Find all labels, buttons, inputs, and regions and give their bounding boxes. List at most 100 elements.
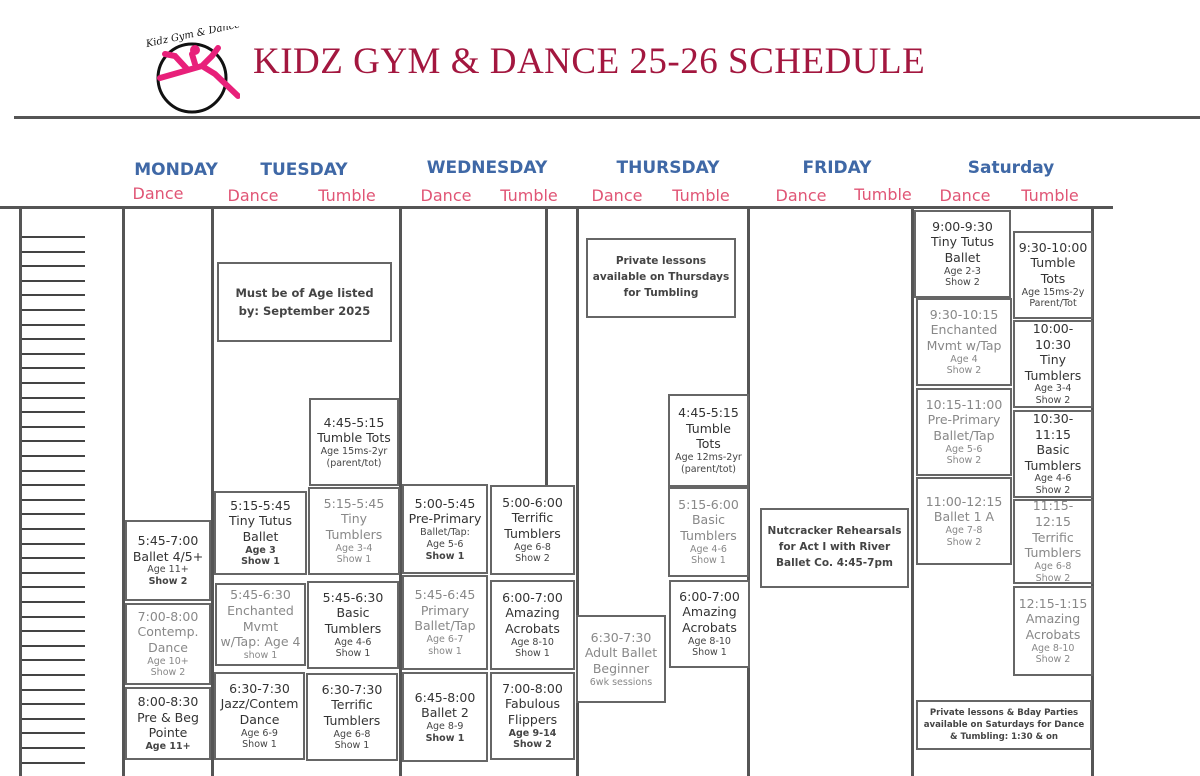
class-name: Mvmt <box>242 618 279 634</box>
ruler-tick <box>22 352 85 355</box>
class-time: 5:15-6:00 <box>678 496 739 512</box>
class-time: 7:00-8:00 <box>137 608 199 624</box>
class-time: 5:45-6:45 <box>414 587 476 603</box>
class-detail: Age 8-10 <box>511 636 554 648</box>
ruler-tick <box>22 367 85 370</box>
class-time: 9:30-10:00 <box>1018 239 1088 255</box>
ruler-tick <box>22 615 85 618</box>
class-box-saturday-dance: 9:30-10:15 Enchanted Mvmt w/Tap Age 4 Show 2 <box>916 298 1012 386</box>
class-time: 5:00-5:45 <box>414 495 476 511</box>
header-divider <box>14 116 1200 119</box>
class-name: Pre-Primary <box>408 511 482 527</box>
class-time: 12:15-1:15 <box>1018 595 1088 611</box>
ruler-tick <box>22 674 85 676</box>
class-detail: Age 8-10 <box>1031 642 1075 654</box>
ruler-tick <box>22 469 85 472</box>
class-box-wednesday-dance: 5:45-6:45 Primary Ballet/Tap Age 6-7 show 1 <box>402 575 488 670</box>
ruler-tick <box>22 440 85 443</box>
class-detail: Age 4 <box>950 353 978 365</box>
class-box-thursday-dance: 6:30-7:30 Adult Ballet Beginner 6wk session… <box>576 615 666 703</box>
class-detail: Age 3 <box>245 544 276 556</box>
class-box-monday-dance: 8:00-8:30 Pre & Beg Pointe Age 11+ <box>125 687 211 760</box>
ruler-tick <box>22 747 85 749</box>
ruler-tick <box>22 601 85 603</box>
dancer-logo-icon: Kidz Gym & Dance <box>144 19 241 114</box>
ruler-tick <box>22 265 85 268</box>
class-name: Contemp. <box>137 624 199 640</box>
class-name: Pointe <box>148 725 188 741</box>
grid-line <box>19 207 22 776</box>
class-name: Fabulous <box>504 696 561 712</box>
ruler-tick <box>22 425 85 428</box>
wednesday-dance-label: Dance <box>420 186 472 205</box>
class-detail: Age 12ms-2yr <box>675 452 742 464</box>
tuesday-dance-label: Dance <box>227 186 279 205</box>
class-detail: Show 2 <box>150 667 186 679</box>
class-box-tuesday-tumble: 4:45-5:15 Tumble Tots Age 15ms-2yr (parent/… <box>309 398 399 486</box>
ruler-tick <box>22 338 85 341</box>
class-box-thursday-tumble: 6:00-7:00 Amazing Acrobats Age 8-10 Show 1 <box>669 580 750 668</box>
class-box-wednesday-tumble: 5:00-6:00 Terrific Tumblers Age 6-8 Show 2 <box>490 485 575 575</box>
class-detail: Age 10+ <box>147 655 189 667</box>
class-detail: Show 1 <box>242 739 277 751</box>
class-detail: Show 2 <box>1035 572 1071 584</box>
class-name: Basic <box>336 605 370 621</box>
class-detail: Show 1 <box>425 732 465 744</box>
class-box-saturday-tumble: 11:15-12:15 Terrific Tumblers Age 6-8 Show 2 <box>1013 498 1093 584</box>
class-time: 6:00-7:00 <box>679 588 740 604</box>
class-box-tuesday-tumble: 5:45-6:30 Basic Tumblers Age 4-6 Show 1 <box>307 581 399 669</box>
class-detail: Age 2-3 <box>944 265 981 277</box>
day-monday: MONDAY <box>134 160 218 180</box>
class-detail: Age 6-8 <box>514 541 551 553</box>
class-name: Ballet <box>944 249 981 265</box>
class-box-wednesday-dance: 5:00-5:45 Pre-Primary Ballet/Tap: Age 5-6 Sh… <box>402 484 488 574</box>
class-detail: Age 7-8 <box>945 524 983 536</box>
class-name: Pre-Primary <box>927 412 1001 428</box>
thursday-tumble-label: Tumble <box>672 186 730 205</box>
friday-dance-label: Dance <box>775 186 827 205</box>
class-name: Tumble <box>1030 255 1076 271</box>
class-detail: Show 1 <box>334 740 370 752</box>
class-name: Tiny Tutus <box>930 234 994 250</box>
ruler-tick <box>22 498 85 501</box>
day-saturday: Saturday <box>967 158 1055 178</box>
class-detail: Age 4-6 <box>1034 473 1072 485</box>
class-box-thursday-tumble: 4:45-5:15 Tumble Tots Age 12ms-2yr (parent/t… <box>668 394 749 487</box>
class-box-wednesday-tumble: 6:00-7:00 Amazing Acrobats Age 8-10 Show 1 <box>490 580 575 670</box>
class-time: 6:30-7:30 <box>229 680 290 696</box>
class-time: 6:30-7:30 <box>590 629 652 645</box>
class-name: Pre & Beg <box>137 709 199 725</box>
class-detail: (parent/tot) <box>326 457 382 469</box>
class-detail: show 1 <box>243 649 278 661</box>
ruler-tick <box>22 586 85 589</box>
class-box-saturday-dance: 9:00-9:30 Tiny Tutus Ballet Age 2-3 Show 2 <box>914 210 1011 298</box>
class-detail: Age 6-8 <box>333 728 371 740</box>
class-detail: Age 3-4 <box>1034 383 1072 395</box>
ruler-tick <box>22 236 85 238</box>
ruler-tick <box>22 455 85 457</box>
ruler-tick <box>22 630 85 633</box>
class-name: Terrific <box>511 510 554 526</box>
class-name: Jazz/Contem <box>220 696 299 712</box>
ruler-tick <box>22 250 85 253</box>
class-detail: Show 2 <box>513 739 552 751</box>
class-name: Ballet 2 <box>421 705 469 721</box>
class-detail: Ballet/Tap: <box>420 526 470 538</box>
class-name: Dance <box>148 639 188 655</box>
class-detail: Age 15ms-2yr <box>320 445 388 457</box>
class-name: Tumblers <box>1024 545 1082 561</box>
ruler-tick <box>22 571 85 574</box>
ruler-tick <box>22 528 85 530</box>
grid-top-line <box>0 206 1113 209</box>
ruler-tick <box>22 717 85 720</box>
ruler-tick <box>22 484 85 487</box>
ruler-tick <box>22 542 85 545</box>
tuesday-age-note: Must be of Age listed by: September 2025 <box>217 262 392 342</box>
class-name: Tumblers <box>323 712 381 728</box>
class-name: Ballet 1 A <box>933 509 995 525</box>
saturday-dance-label: Dance <box>939 186 991 205</box>
class-box-wednesday-tumble: 7:00-8:00 Fabulous Flippers Age 9-14 Show 2 <box>490 672 575 760</box>
ruler-tick <box>22 659 85 662</box>
class-name: Tumblers <box>504 525 561 541</box>
class-detail: Age 6-8 <box>1034 560 1072 572</box>
